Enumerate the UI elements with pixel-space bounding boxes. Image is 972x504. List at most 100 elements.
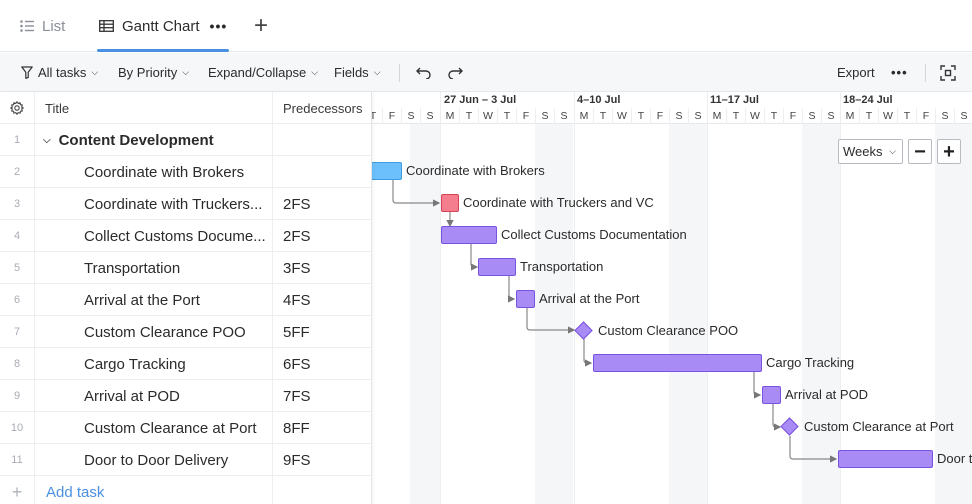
tab-more-button[interactable]: ••• (209, 18, 228, 34)
expand-label: Expand/Collapse (208, 65, 307, 80)
task-bar[interactable] (441, 226, 497, 244)
column-header-predecessors[interactable]: Predecessors (283, 100, 363, 116)
week-label: 18–24 Jul (843, 94, 893, 106)
task-bar[interactable] (372, 162, 402, 180)
table-row[interactable]: 10 Custom Clearance at Port 8FF (0, 412, 372, 444)
task-predecessors[interactable]: 7FS (283, 387, 311, 405)
task-predecessors[interactable]: 2FS (283, 195, 311, 213)
task-title[interactable]: Content Development (58, 131, 214, 149)
table-row[interactable]: 7 Custom Clearance POO 5FF (0, 316, 372, 348)
column-header-title[interactable]: Title (35, 92, 273, 124)
more-options-button[interactable]: ••• (891, 65, 908, 80)
row-number: 3 (0, 188, 35, 220)
task-predecessors[interactable] (273, 124, 372, 156)
weekend-shade (669, 92, 707, 504)
task-bar[interactable] (762, 386, 781, 404)
fullscreen-button[interactable] (940, 53, 956, 92)
task-predecessors[interactable] (273, 156, 372, 188)
grid-header: Title Predecessors (0, 92, 372, 124)
expand-collapse-dropdown[interactable]: Expand/Collapse ⌵ (208, 53, 318, 92)
table-row[interactable]: 2 Coordinate with Brokers (0, 156, 372, 188)
day-label: M (440, 108, 459, 124)
task-title[interactable]: Door to Door Delivery (35, 444, 273, 476)
timescale-select[interactable]: Weeks ⌵ (838, 139, 903, 164)
add-task-button[interactable]: Add task (35, 476, 273, 504)
task-bar[interactable] (838, 450, 933, 468)
day-label: S (669, 108, 688, 124)
task-title[interactable]: Arrival at POD (35, 380, 273, 412)
row-number: 7 (0, 316, 35, 348)
task-bar[interactable] (593, 354, 762, 372)
fields-label: Fields (334, 65, 369, 80)
list-icon (20, 20, 34, 32)
task-predecessors[interactable]: 9FS (283, 451, 311, 469)
grid-settings-button[interactable] (0, 92, 35, 124)
table-row[interactable]: 8 Cargo Tracking 6FS (0, 348, 372, 380)
week-gridline (707, 92, 708, 504)
task-title[interactable]: Cargo Tracking (35, 348, 273, 380)
day-label: F (783, 108, 802, 124)
task-predecessors[interactable]: 2FS (283, 227, 311, 245)
add-task-row[interactable]: + Add task (0, 476, 372, 504)
table-row[interactable]: 9 Arrival at POD 7FS (0, 380, 372, 412)
fullscreen-icon (940, 64, 956, 81)
add-view-button[interactable]: + (254, 12, 269, 39)
filter-icon (21, 66, 33, 79)
row-number: 6 (0, 284, 35, 316)
day-label: F (382, 108, 401, 124)
task-predecessors[interactable]: 8FF (283, 419, 310, 437)
row-number: 8 (0, 348, 35, 380)
timeline-header: 27 Jun – 3 Jul 4–10 Jul 11–17 Jul 18–24 … (372, 92, 972, 124)
day-label: F (916, 108, 935, 124)
task-title[interactable]: Custom Clearance at Port (35, 412, 273, 444)
table-row[interactable]: 3 Coordinate with Truckers... 2FS (0, 188, 372, 220)
row-number: 2 (0, 156, 35, 188)
day-label: S (821, 108, 840, 124)
task-title[interactable]: Transportation (35, 252, 273, 284)
task-title[interactable]: Coordinate with Truckers... (35, 188, 273, 220)
task-predecessors[interactable]: 3FS (283, 259, 311, 277)
task-title[interactable]: Arrival at the Port (35, 284, 273, 316)
filter-dropdown[interactable]: All tasks ⌵ (21, 53, 98, 92)
task-title[interactable]: Custom Clearance POO (35, 316, 273, 348)
day-label: T (897, 108, 916, 124)
task-bar[interactable] (441, 194, 459, 212)
day-label: M (707, 108, 726, 124)
task-bar-label: Custom Clearance at Port (804, 419, 954, 434)
table-row[interactable]: 11 Door to Door Delivery 9FS (0, 444, 372, 476)
table-row[interactable]: 5 Transportation 3FS (0, 252, 372, 284)
zoom-in-button[interactable]: + (937, 139, 961, 164)
table-row[interactable]: 6 Arrival at the Port 4FS (0, 284, 372, 316)
undo-icon (416, 67, 431, 79)
dependency-links (392, 180, 838, 463)
export-button[interactable]: Export (837, 65, 875, 80)
task-grid: Title Predecessors 1 ⌵ Content Developmen… (0, 92, 372, 504)
table-row[interactable]: 1 ⌵ Content Development (0, 124, 372, 156)
task-predecessors[interactable]: 6FS (283, 355, 311, 373)
task-predecessors[interactable]: 4FS (283, 291, 311, 309)
chevron-down-icon: ⌵ (373, 67, 381, 77)
week-gridline (574, 92, 575, 504)
task-bar[interactable] (478, 258, 516, 276)
task-predecessors[interactable]: 5FF (283, 323, 310, 341)
table-row[interactable]: 4 Collect Customs Docume... 2FS (0, 220, 372, 252)
chevron-down-icon: ⌵ (182, 67, 190, 77)
day-label: S (802, 108, 821, 124)
plus-icon: + (0, 476, 35, 504)
zoom-out-button[interactable]: − (908, 139, 932, 164)
tab-list[interactable]: List (20, 0, 65, 52)
fields-dropdown[interactable]: Fields ⌵ (334, 53, 381, 92)
day-label: S (935, 108, 954, 124)
task-bar[interactable] (516, 290, 535, 308)
task-title[interactable]: Coordinate with Brokers (35, 156, 273, 188)
chevron-down-icon[interactable]: ⌵ (43, 134, 51, 146)
day-label: S (401, 108, 420, 124)
task-title[interactable]: Collect Customs Docume... (35, 220, 273, 252)
day-label: S (420, 108, 439, 124)
undo-button[interactable] (416, 53, 432, 92)
group-by-dropdown[interactable]: By Priority ⌵ (118, 53, 189, 92)
tab-gantt-chart[interactable]: Gantt Chart ••• (96, 0, 230, 52)
day-label: T (726, 108, 745, 124)
day-label: W (478, 108, 497, 124)
redo-button[interactable] (447, 53, 463, 92)
